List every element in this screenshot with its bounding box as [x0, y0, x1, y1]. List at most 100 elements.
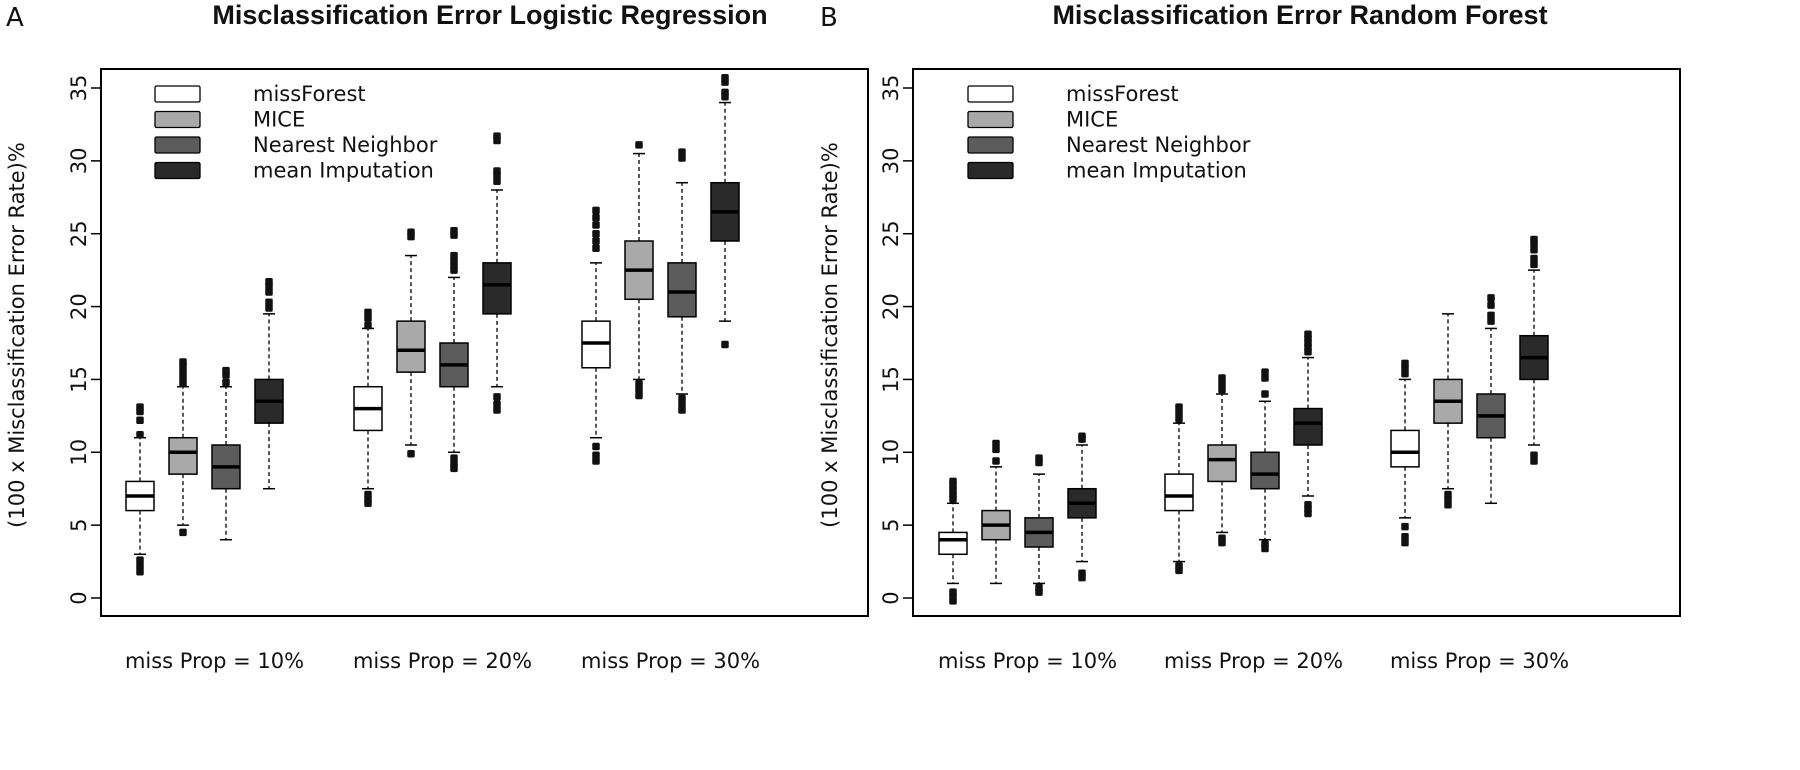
outlier-point [1401, 522, 1409, 531]
panel-letter-b: B [820, 3, 838, 33]
y-tick-label: 30 [879, 147, 903, 174]
outlier-point [1078, 569, 1086, 577]
outlier-point [635, 141, 643, 149]
outlier-point [450, 251, 458, 260]
legend-label: missForest [253, 82, 366, 106]
box-1-2 [624, 141, 654, 400]
panel-a: A Misclassification Error Logistic Regre… [5, 0, 869, 673]
y-tick-label: 5 [67, 518, 91, 531]
box-body [667, 262, 697, 318]
y-axis-label-b: (100 x Misclassification Error Rate)% [818, 142, 842, 528]
outlier-point [364, 308, 372, 317]
outlier-point [1218, 385, 1226, 394]
outlier-point [450, 262, 458, 270]
outlier-point [949, 477, 957, 486]
chart-title-a: Misclassification Error Logistic Regress… [212, 0, 767, 30]
outlier-point [592, 457, 600, 465]
outlier-point [1175, 403, 1183, 411]
legend-label: MICE [253, 108, 305, 132]
y-tick-label: 35 [879, 75, 903, 102]
outlier-point [1304, 330, 1312, 339]
box-2-1 [439, 227, 469, 473]
box-2-2 [1476, 294, 1506, 505]
outlier-point [1530, 451, 1538, 459]
outlier-point [1530, 235, 1538, 244]
x-category-label: miss Prop = 30% [1390, 649, 1569, 673]
outlier-point [136, 416, 144, 424]
legend-swatch [967, 136, 1014, 154]
box-body [1293, 407, 1323, 446]
outlier-point [179, 528, 187, 537]
y-tick-label: 15 [67, 366, 91, 393]
y-tick-label: 10 [879, 439, 903, 466]
y-tick-label: 5 [879, 518, 903, 531]
legend-swatch [154, 136, 201, 154]
outlier-point [136, 556, 144, 564]
y-tick-label: 25 [67, 220, 91, 247]
box-3-2 [710, 74, 740, 349]
x-category-label: miss Prop = 10% [938, 649, 1117, 673]
outlier-point [992, 439, 1000, 448]
outlier-point [407, 449, 415, 458]
outlier-point [1530, 260, 1538, 269]
outlier-point [1175, 415, 1183, 423]
outlier-point [265, 298, 273, 306]
legend-swatch [967, 161, 1014, 180]
outlier-point [1401, 533, 1409, 541]
box-0-0 [938, 477, 968, 605]
outlier-point [136, 562, 144, 570]
plot-area-a [100, 68, 869, 617]
box-body [1390, 429, 1420, 468]
outlier-point [1218, 534, 1226, 543]
y-axis-b: 0 5 10 15 20 25 30 35 [879, 75, 914, 605]
box-body [482, 262, 512, 315]
outlier-point [592, 206, 600, 215]
x-category-label: miss Prop = 30% [581, 649, 760, 673]
outlier-point [1261, 390, 1269, 398]
box-body [1164, 473, 1194, 512]
x-category-label: miss Prop = 20% [353, 649, 532, 673]
outlier-point [721, 88, 729, 97]
box-body [1207, 444, 1237, 483]
outlier-point [592, 221, 600, 229]
outlier-point [364, 321, 372, 330]
outlier-point [592, 237, 600, 245]
box-3-2 [1519, 235, 1549, 465]
outlier-point [949, 588, 957, 596]
legend-swatch [967, 85, 1014, 103]
box-3-0 [1067, 432, 1097, 582]
outlier-point [1530, 245, 1538, 254]
outlier-point [678, 400, 686, 408]
outlier-point [721, 74, 729, 82]
x-axis-categories-a: miss Prop = 10% miss Prop = 20% miss Prop … [125, 649, 760, 673]
outlier-point [1487, 294, 1495, 302]
y-tick-label: 30 [67, 147, 91, 174]
box-1-0 [981, 439, 1011, 585]
outlier-point [265, 304, 273, 312]
outlier-point [592, 213, 600, 222]
outlier-point [678, 394, 686, 403]
outlier-point [1261, 368, 1269, 376]
box-body [168, 436, 198, 475]
box-3-0 [254, 278, 284, 490]
outlier-point [678, 154, 686, 162]
boxes-a [125, 74, 740, 576]
outlier-point [1218, 380, 1226, 388]
legend-label: mean Imputation [253, 159, 434, 183]
outlier-point [450, 460, 458, 468]
box-body [938, 531, 968, 556]
y-axis-a: 0 5 10 15 20 25 30 35 [67, 75, 102, 605]
outlier-point [592, 442, 600, 451]
y-tick-label: 0 [879, 591, 903, 604]
x-axis-categories-b: miss Prop = 10% miss Prop = 20% miss Prop … [938, 649, 1569, 673]
boxes-b [938, 235, 1549, 605]
x-category-label: miss Prop = 10% [125, 649, 304, 673]
box-2-0 [1024, 454, 1054, 596]
outlier-point [1487, 301, 1495, 309]
box-2-2 [667, 148, 697, 414]
y-tick-label: 10 [67, 439, 91, 466]
box-2-0 [211, 366, 241, 541]
